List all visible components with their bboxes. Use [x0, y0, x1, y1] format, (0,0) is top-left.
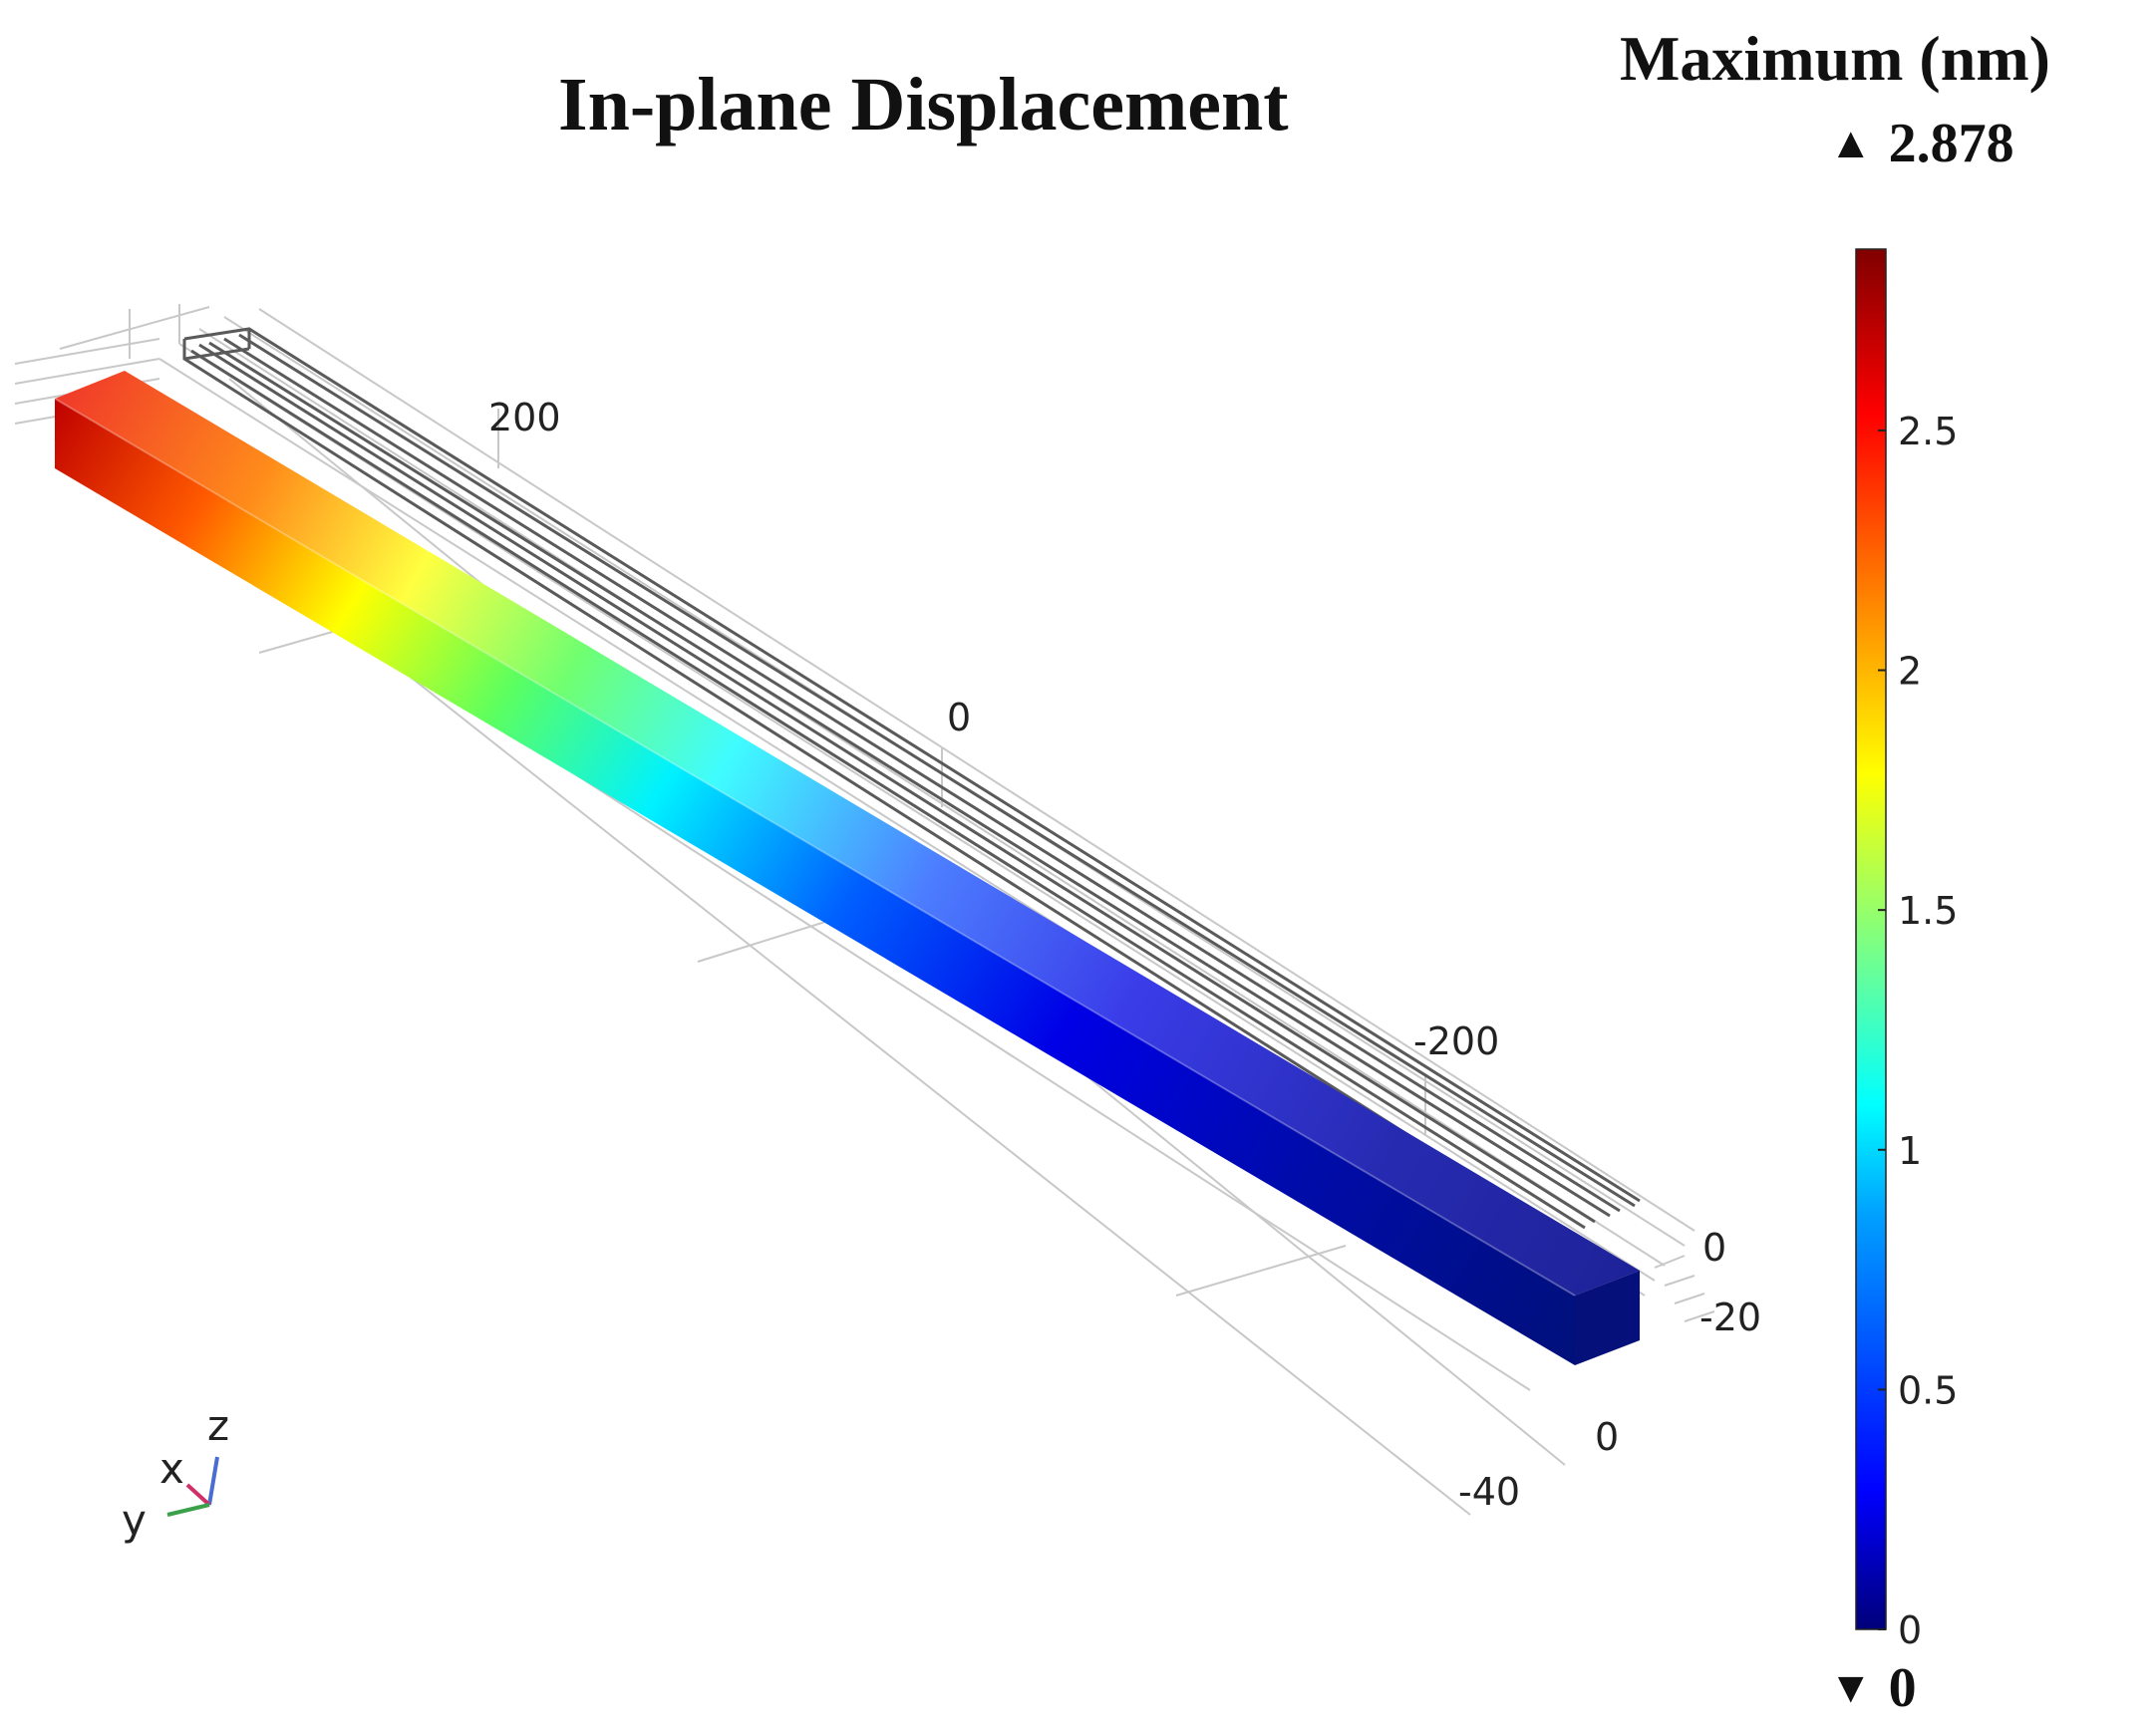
x-axis-arrow — [185, 1483, 211, 1507]
legend-max-value: 2.878 — [1888, 113, 2014, 174]
deformed-beam — [54, 371, 1640, 1365]
color-bar-tick-label: 0 — [1898, 1608, 1922, 1652]
beam-top-face — [55, 371, 1640, 1296]
y-axis-arrow — [166, 1503, 210, 1517]
beam-end-face — [1575, 1271, 1640, 1365]
color-bar-tick-label: 1.5 — [1898, 889, 1958, 933]
z-axis-label: z — [207, 1401, 229, 1450]
color-bar-tick-label: 2.5 — [1898, 410, 1958, 453]
long-axis-tick: 200 — [488, 396, 561, 439]
long-axis-tick: -200 — [1413, 1019, 1499, 1063]
coordinate-triad: z x y — [122, 1401, 229, 1545]
legend-max: ▲ 2.878 — [1829, 112, 2014, 175]
plot-title: In-plane Displacement — [558, 63, 1289, 146]
color-bar-tick-label: 0.5 — [1898, 1368, 1958, 1412]
legend-min-value: 0 — [1888, 1657, 1917, 1719]
x-axis-label: x — [159, 1444, 184, 1493]
height-axis-tick: -20 — [1699, 1296, 1761, 1339]
triangle-down-icon: ▼ — [1829, 1663, 1873, 1712]
color-bar-gradient — [1855, 248, 1887, 1630]
depth-axis-tick: -40 — [1458, 1470, 1520, 1514]
color-bar-ticks: 0 0.5 1 1.5 2 2.5 — [1878, 410, 1958, 1652]
triangle-up-icon: ▲ — [1829, 119, 1873, 167]
height-axis-tick: 0 — [1702, 1226, 1726, 1270]
color-bar: 0 0.5 1 1.5 2 2.5 — [1855, 248, 1958, 1652]
color-bar-tick-label: 2 — [1898, 650, 1922, 694]
legend-min: ▼ 0 — [1829, 1656, 1917, 1720]
axis-labels: 200 0 -200 0 -20 0 -40 — [488, 396, 1761, 1514]
long-axis-tick: 0 — [947, 696, 971, 739]
beam-side-face — [55, 399, 1575, 1365]
undeformed-wireframe — [182, 327, 1641, 1243]
legend-title: Maximum (nm) — [1620, 23, 2050, 94]
z-axis-arrow — [207, 1456, 219, 1506]
color-bar-tick-label: 1 — [1898, 1129, 1922, 1173]
depth-axis-tick: 0 — [1595, 1415, 1619, 1459]
y-axis-label: y — [122, 1496, 147, 1545]
